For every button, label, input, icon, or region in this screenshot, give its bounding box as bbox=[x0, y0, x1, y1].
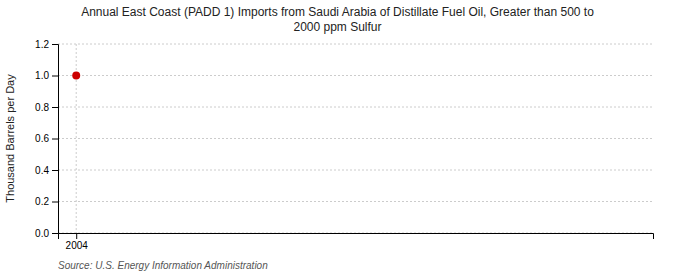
y-tick-label: 0.4 bbox=[35, 165, 49, 176]
y-grid-line bbox=[58, 75, 653, 76]
y-tick-mark bbox=[52, 233, 58, 234]
point bbox=[72, 72, 80, 80]
x-axis: 2004 bbox=[59, 233, 654, 251]
y-tick-mark bbox=[52, 76, 58, 77]
grid bbox=[58, 44, 653, 233]
y-axis-line bbox=[52, 45, 59, 234]
chart: 2004 0.0 0.2 0.4 0.6 0.8 1.0 1.2 Annual East Coa… bbox=[0, 0, 675, 275]
y-grid-line bbox=[58, 107, 653, 108]
y-tick-mark bbox=[52, 107, 58, 108]
y-tick-mark bbox=[52, 170, 58, 171]
y-tick: 0.0 bbox=[35, 228, 58, 239]
y-tick-mark bbox=[52, 202, 58, 203]
plot-area: 2004 0.0 0.2 0.4 0.6 0.8 1.0 1.2 bbox=[35, 39, 653, 251]
marks bbox=[72, 72, 80, 80]
title-line: Annual East Coast (PADD 1) Imports from … bbox=[81, 5, 594, 19]
x-tick: 2004 bbox=[66, 233, 89, 251]
title: Annual East Coast (PADD 1) Imports from … bbox=[81, 5, 594, 34]
y-tick: 0.4 bbox=[35, 165, 58, 176]
y-tick-label: 1.2 bbox=[35, 39, 49, 50]
y-axis-title: Thousand Barrels per Day bbox=[4, 74, 16, 203]
y-tick-label: 0.8 bbox=[35, 102, 49, 113]
y-tick: 0.6 bbox=[35, 133, 58, 144]
y-tick-mark bbox=[52, 139, 58, 140]
y-grid-line bbox=[58, 170, 653, 171]
x-tick-mark bbox=[76, 233, 77, 239]
y-axis: 0.0 0.2 0.4 0.6 0.8 1.0 1.2 bbox=[35, 39, 58, 239]
y-tick: 1.2 bbox=[35, 39, 58, 50]
x-axis-line bbox=[59, 234, 654, 240]
y-tick-label: 0.2 bbox=[35, 196, 49, 207]
y-tick: 0.8 bbox=[35, 102, 58, 113]
y-grid-line bbox=[58, 201, 653, 202]
x-tick-label: 2004 bbox=[66, 240, 89, 251]
y-grid-line bbox=[58, 44, 653, 45]
y-grid-line bbox=[58, 138, 653, 139]
title-line: 2000 ppm Sulfur bbox=[293, 20, 381, 34]
y-tick-mark bbox=[52, 44, 58, 45]
y-tick: 0.2 bbox=[35, 196, 58, 207]
annotation: Source: U.S. Energy Information Administ… bbox=[58, 260, 268, 271]
y-tick-label: 0.6 bbox=[35, 133, 49, 144]
y-tick-label: 0.0 bbox=[35, 228, 49, 239]
y-tick-label: 1.0 bbox=[35, 70, 49, 81]
y-tick: 1.0 bbox=[35, 70, 58, 81]
